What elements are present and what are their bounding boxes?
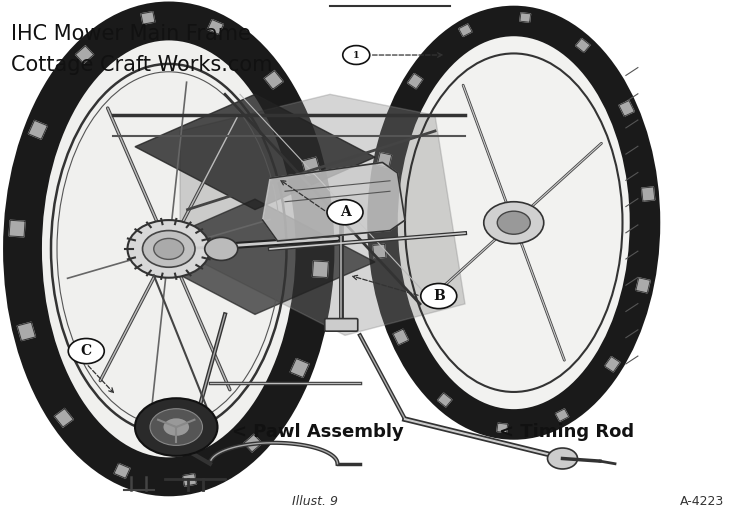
Polygon shape	[393, 329, 409, 345]
Circle shape	[327, 200, 363, 225]
Text: IHC Mower Main Frame: IHC Mower Main Frame	[11, 24, 251, 43]
Circle shape	[343, 46, 370, 64]
Polygon shape	[141, 12, 155, 24]
Text: 1: 1	[353, 50, 359, 60]
Circle shape	[328, 203, 355, 222]
Polygon shape	[244, 434, 262, 452]
Text: Illust. 9: Illust. 9	[292, 495, 338, 508]
Polygon shape	[575, 38, 590, 52]
Polygon shape	[135, 94, 375, 210]
Circle shape	[497, 211, 530, 234]
Polygon shape	[604, 357, 620, 372]
Polygon shape	[9, 220, 25, 237]
Polygon shape	[17, 322, 35, 341]
Text: < Pawl Assembly: < Pawl Assembly	[232, 423, 404, 441]
Polygon shape	[262, 162, 405, 241]
FancyBboxPatch shape	[325, 319, 358, 331]
Polygon shape	[641, 187, 655, 201]
Text: Cottage Craft Works.com: Cottage Craft Works.com	[11, 55, 273, 75]
Circle shape	[163, 418, 190, 436]
Text: < Timing Rod: < Timing Rod	[499, 423, 634, 441]
Polygon shape	[313, 261, 328, 278]
Polygon shape	[264, 71, 284, 89]
Polygon shape	[54, 409, 74, 427]
Polygon shape	[636, 278, 650, 293]
Circle shape	[548, 448, 578, 469]
Polygon shape	[619, 101, 634, 116]
Text: A: A	[340, 205, 350, 219]
Polygon shape	[208, 19, 224, 35]
Polygon shape	[520, 13, 530, 22]
Text: C: C	[81, 344, 92, 358]
Polygon shape	[302, 157, 320, 176]
Polygon shape	[28, 121, 47, 139]
Circle shape	[421, 283, 457, 309]
Circle shape	[68, 339, 104, 364]
Circle shape	[484, 202, 544, 244]
Polygon shape	[437, 393, 452, 407]
Circle shape	[142, 231, 195, 267]
Polygon shape	[407, 73, 423, 89]
Circle shape	[334, 208, 348, 217]
Ellipse shape	[22, 21, 315, 477]
Circle shape	[128, 220, 210, 278]
Polygon shape	[135, 199, 375, 314]
Polygon shape	[182, 474, 196, 486]
Polygon shape	[373, 244, 386, 258]
Circle shape	[205, 237, 238, 260]
Polygon shape	[459, 24, 472, 37]
Polygon shape	[290, 358, 309, 377]
Circle shape	[154, 238, 184, 259]
Ellipse shape	[382, 21, 645, 424]
Circle shape	[135, 398, 218, 456]
Text: B: B	[433, 289, 445, 303]
Polygon shape	[377, 152, 392, 168]
Polygon shape	[556, 409, 568, 421]
Polygon shape	[114, 463, 130, 478]
Polygon shape	[180, 94, 465, 335]
Circle shape	[150, 409, 202, 445]
Polygon shape	[497, 423, 508, 433]
Text: A-4223: A-4223	[680, 495, 724, 508]
Polygon shape	[76, 46, 94, 63]
